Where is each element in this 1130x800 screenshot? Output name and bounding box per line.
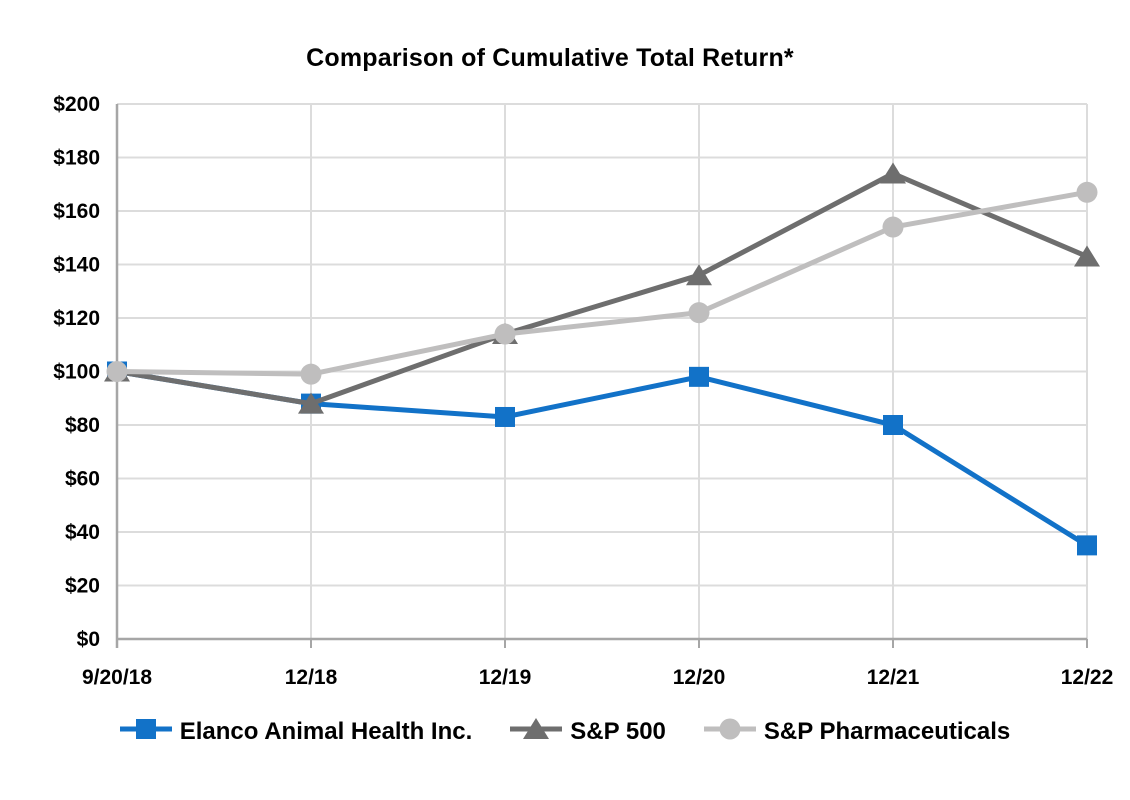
legend-item-elanco: Elanco Animal Health Inc.: [119, 716, 473, 747]
y-axis-label: $140: [53, 254, 100, 277]
series-line-circle: [116, 189, 1088, 377]
x-axis-label: 12/18: [285, 666, 338, 689]
data-point-circle: [494, 323, 516, 345]
y-axis-label: $200: [53, 93, 100, 116]
chart-legend: Elanco Animal Health Inc. S&P 500 S&P Ph…: [0, 716, 1130, 747]
data-point-square: [689, 366, 709, 387]
legend-marker-shape: [523, 718, 550, 739]
x-axis-label: 12/22: [1061, 666, 1114, 689]
chart-title: Comparison of Cumulative Total Return*: [306, 44, 794, 72]
data-point-circle: [1076, 181, 1098, 203]
x-axis-label: 9/20/18: [82, 666, 152, 689]
series-line-triangle: [116, 171, 1088, 407]
data-point-circle: [688, 302, 710, 324]
y-axis-label: $180: [53, 147, 100, 170]
y-axis-label: $100: [53, 361, 100, 384]
legend-circle-glyph: [703, 718, 756, 740]
legend-marker-square-icon: [119, 716, 172, 747]
legend-label-sp500: S&P 500: [570, 717, 666, 745]
data-point-square: [883, 415, 903, 435]
legend-item-sp500: S&P 500: [510, 716, 666, 747]
data-point-triangle: [1074, 245, 1100, 267]
x-axis-label: 12/20: [673, 666, 726, 689]
data-point-square: [1077, 535, 1097, 556]
y-axis-label: $60: [65, 468, 100, 491]
x-axis-label: 12/19: [479, 666, 532, 689]
y-axis-label: $120: [53, 307, 100, 330]
data-point-triangle: [880, 162, 906, 184]
legend-marker-triangle-icon: [510, 716, 563, 747]
plot-area: $0 $20 $40 $60 $80 $100 $120 $140 $160 $180 $200 9/…: [53, 93, 1114, 689]
data-point-triangle: [686, 264, 712, 286]
legend-marker-shape: [719, 718, 741, 740]
x-axis-label: 12/21: [867, 666, 920, 689]
y-axis-label: $0: [77, 628, 100, 651]
data-point-circle: [882, 216, 904, 238]
data-point-circle: [106, 361, 128, 382]
legend-marker-shape: [135, 719, 156, 739]
legend-marker-circle-icon: [703, 716, 756, 747]
legend-triangle-glyph: [510, 718, 563, 739]
legend-item-sp-pharma: S&P Pharmaceuticals: [703, 716, 1011, 747]
data-point-triangle: [298, 392, 324, 414]
data-point-square: [495, 406, 515, 427]
legend-square-glyph: [119, 719, 172, 739]
legend-label-sp-pharma: S&P Pharmaceuticals: [763, 717, 1011, 745]
y-axis-label: $20: [65, 575, 100, 598]
y-axis-label: $40: [65, 521, 100, 544]
data-point-circle: [300, 363, 322, 385]
legend-label-elanco: Elanco Animal Health Inc.: [179, 717, 473, 745]
y-axis-label: $160: [53, 200, 100, 223]
y-axis-label: $80: [65, 414, 100, 437]
